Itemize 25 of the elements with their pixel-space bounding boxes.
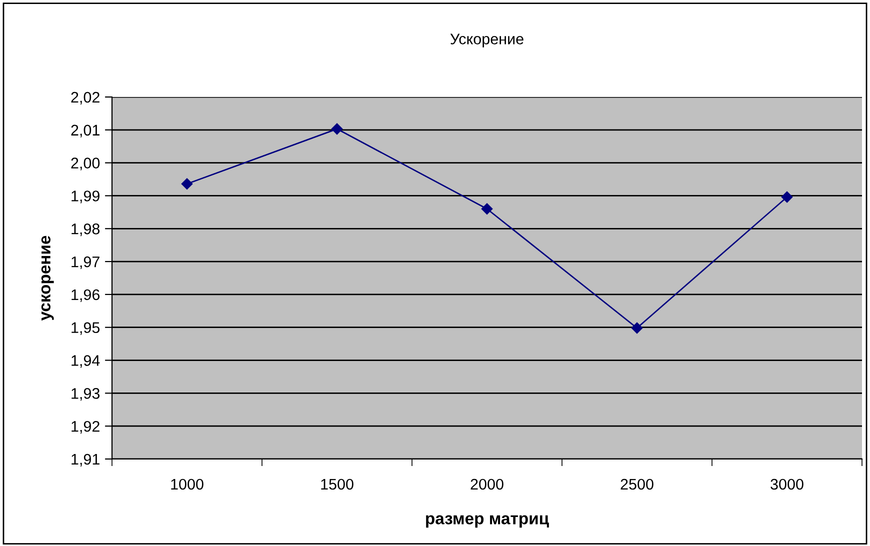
- x-tick-label: 1500: [321, 478, 354, 490]
- point: [781, 191, 793, 203]
- y-tick-label: 1,94: [72, 355, 100, 368]
- y-tick-label: 1,98: [72, 224, 100, 236]
- y-tick-label: 2,01: [71, 124, 100, 138]
- y-tick-label: 1,93: [72, 388, 100, 401]
- point: [631, 322, 643, 334]
- x-tick-label: 3000: [770, 478, 804, 490]
- y-tick-label: 2,02: [71, 92, 100, 104]
- y-axis-title: ускорение: [41, 236, 54, 321]
- y-tick-label: 1,91: [72, 454, 100, 466]
- chart-title: Ускорение: [450, 34, 524, 48]
- x-tick-label: 2500: [620, 478, 654, 490]
- point: [181, 178, 193, 190]
- y-tick-label: 1,95: [72, 322, 100, 335]
- y-tick-label: 1,97: [72, 256, 100, 270]
- y-tick-label: 2,00: [71, 158, 100, 170]
- point: [331, 123, 343, 135]
- x-axis-title: размер матриц: [426, 515, 549, 528]
- x-tick-label: 1000: [171, 478, 204, 490]
- y-tick-label: 1,99: [72, 190, 100, 204]
- y-tick-label: 1,96: [72, 289, 100, 302]
- x-tick-label: 2000: [470, 478, 504, 490]
- point: [481, 203, 493, 214]
- y-tick-label: 1,92: [72, 420, 100, 434]
